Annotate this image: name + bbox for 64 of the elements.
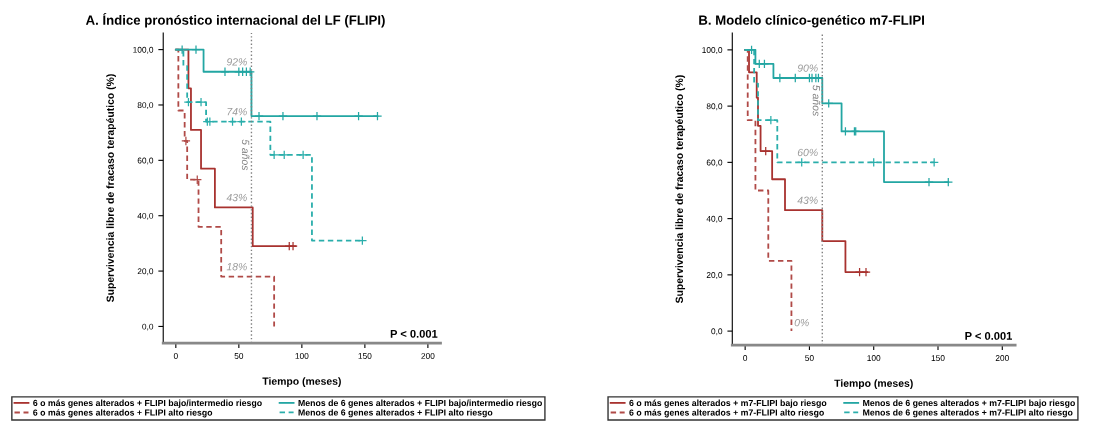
legend-label: Menos de 6 genes alterados + m7-FLIPI bajo riesgo	[863, 399, 1075, 408]
x-tick-label: 0	[173, 353, 178, 359]
x-axis-title: Tiempo (meses)	[262, 377, 341, 387]
y-tick-label: 20,0	[137, 268, 154, 276]
y-tick-label: 100,0	[702, 47, 723, 54]
point	[924, 177, 934, 187]
ref-line-label: 5 años	[241, 139, 250, 171]
x-tick-label: 50	[234, 353, 244, 359]
point	[191, 44, 201, 55]
point	[372, 111, 383, 121]
point	[254, 111, 264, 121]
legend-label: Menos de 6 genes alterados + m7-FLIPI alto riesgo	[863, 409, 1073, 418]
chart-title: A. Índice pronóstico internacional del LF (FLIPI)	[85, 12, 385, 28]
point	[278, 111, 288, 121]
legend-label: Menos de 6 genes alterados + FLIPI bajo/intermedio riesgo	[298, 399, 542, 408]
point	[759, 59, 770, 69]
x-tick-label: 50	[805, 355, 814, 362]
y-tick-label: 60,0	[706, 159, 723, 167]
y-tick-label: 20,0	[706, 272, 723, 279]
annotation: 43%	[226, 193, 247, 202]
y-tick-label: 40,0	[706, 215, 723, 223]
legend-label: 6 o más genes alterados + m7-FLIPI bajo riesgo	[629, 399, 827, 408]
x-tick-label: 200	[421, 353, 435, 359]
annotation: 92%	[226, 58, 247, 66]
legend-label: 6 o más genes alterados + FLIPI alto riesgo	[33, 409, 213, 418]
annotation: P < 0.001	[965, 331, 1013, 340]
legend-label: Menos de 6 genes alterados + FLIPI alto riesgo	[298, 409, 493, 418]
y-tick-label: 40,0	[137, 212, 154, 220]
chart-title: B. Modelo clínico-genético m7-FLIPI	[699, 14, 924, 28]
annotation: 74%	[227, 108, 247, 116]
point	[312, 111, 322, 121]
annotation: 0%	[794, 318, 809, 327]
x-tick-label: 100	[867, 355, 881, 362]
y-tick-label: 100,0	[133, 46, 154, 54]
point	[854, 267, 865, 277]
y-tick-label: 80,0	[706, 103, 723, 111]
point	[220, 66, 230, 77]
point	[181, 136, 191, 146]
annotation: 18%	[226, 263, 247, 271]
annotation: P < 0.001	[390, 329, 438, 338]
annotation: 60%	[797, 148, 818, 157]
point	[298, 150, 308, 160]
x-tick-label: 0	[743, 355, 748, 362]
point	[353, 111, 364, 121]
point	[760, 146, 771, 156]
y-axis-title: Supervivencia libre de fracaso terapéutico (%)	[106, 74, 116, 303]
x-tick-label: 100	[295, 353, 309, 359]
annotation: 90%	[797, 64, 818, 72]
legend-label: 6 o más genes alterados + m7-FLIPI alto riesgo	[629, 409, 824, 418]
x-tick-label: 150	[931, 355, 945, 362]
x-axis-title: Tiempo (meses)	[834, 379, 913, 390]
y-tick-label: 60,0	[137, 157, 154, 165]
y-tick-label: 0,0	[711, 328, 723, 336]
point	[943, 177, 954, 187]
point	[861, 267, 871, 277]
annotation: 43%	[797, 196, 818, 204]
point	[196, 97, 206, 107]
x-tick-label: 150	[358, 353, 372, 359]
y-tick-label: 0,0	[142, 323, 154, 331]
y-tick-label: 80,0	[137, 102, 154, 110]
ref-line-label: 5 años	[812, 85, 821, 116]
y-axis-title: Supervivencia libre de fracaso terapéutico (%)	[675, 75, 686, 304]
x-tick-label: 200	[995, 355, 1009, 362]
legend-label: 6 o más genes alterados + FLIPI bajo/intermedio riesgo	[33, 399, 262, 408]
